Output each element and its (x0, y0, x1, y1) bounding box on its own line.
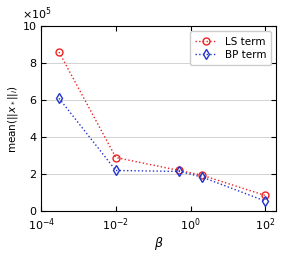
LS term (57, 51, 61, 54)
Line: LS term: LS term (56, 49, 269, 199)
Text: $\times 10^5$: $\times 10^5$ (22, 6, 52, 22)
X-axis label: $\beta$: $\beta$ (154, 236, 164, 252)
LS term (200, 174, 204, 177)
Y-axis label: mean($||x_*||_i$): mean($||x_*||_i$) (6, 85, 19, 153)
LS term (114, 156, 118, 159)
BP term (178, 170, 181, 173)
BP term (263, 199, 267, 203)
Legend: LS term, BP term: LS term, BP term (190, 31, 271, 65)
BP term (57, 97, 61, 100)
Line: BP term: BP term (56, 95, 269, 205)
BP term (200, 175, 204, 179)
LS term (178, 169, 181, 172)
BP term (114, 169, 118, 172)
LS term (263, 194, 267, 197)
